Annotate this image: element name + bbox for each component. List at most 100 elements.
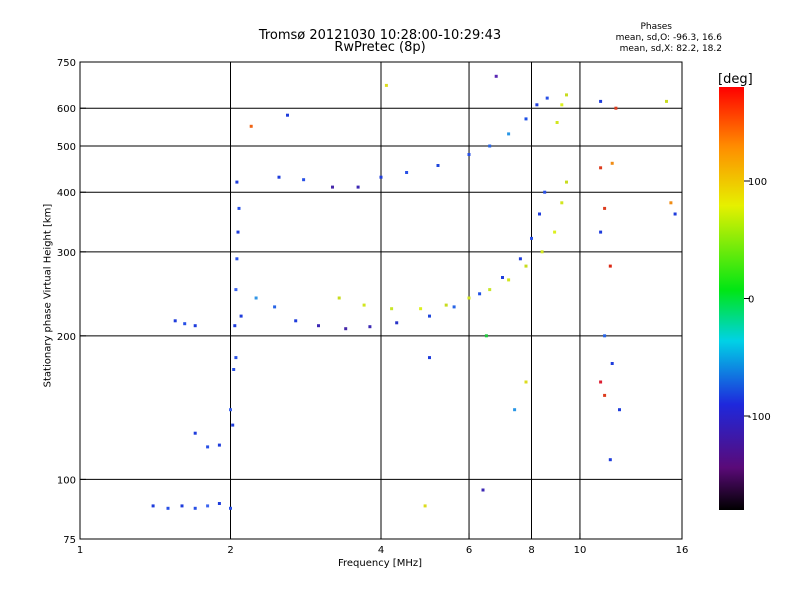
data-point-x-trace <box>390 307 394 311</box>
data-point-x-trace <box>488 288 492 292</box>
data-point-x-trace <box>565 180 568 184</box>
phase-stats: Phases mean, sd,O: -96.3, 16.6 mean, sd,… <box>616 22 722 55</box>
data-point-x-trace <box>362 303 366 307</box>
data-point-o-f2-upper <box>524 117 528 121</box>
colorbar-ticks: 100 0 -100 <box>744 177 771 423</box>
data-point-o-bottom <box>344 327 348 331</box>
phase-stats-x: mean, sd,X: 82.2, 18.2 <box>619 44 722 54</box>
data-point-o-bottom <box>217 443 221 447</box>
data-point-o-f2-upper <box>356 185 360 189</box>
data-point-o-cusp-2mhz <box>232 368 236 371</box>
y-tick-label: 400 <box>57 188 76 199</box>
data-point-scatter-noise <box>423 504 427 508</box>
data-point-scatter-noise <box>384 83 388 87</box>
data-point-scatter-noise <box>599 380 603 384</box>
data-point-scatter-noise <box>494 74 498 78</box>
data-point-scatter-noise <box>603 393 607 397</box>
data-point-o-bottom <box>273 305 277 309</box>
data-point-scatter-noise <box>603 206 607 210</box>
data-point-x-trace <box>467 296 471 300</box>
data-point-x-trace <box>524 264 528 268</box>
data-point-scatter-noise <box>249 124 253 128</box>
y-tick-label: 300 <box>57 248 76 259</box>
colorbar-tick-label: -100 <box>748 412 771 423</box>
data-point-o-cusp-2mhz <box>235 257 239 261</box>
data-point-scatter-noise <box>610 161 614 165</box>
colorbar-tick-label: 100 <box>748 177 767 188</box>
data-point-scatter-noise <box>599 99 603 103</box>
data-points <box>151 74 677 510</box>
data-point-o-f2-upper <box>302 178 306 182</box>
data-point-o-f2-upper <box>545 96 549 100</box>
data-point-x-trace <box>419 307 423 311</box>
data-point-o-bottom <box>239 314 243 318</box>
data-point-x-trace <box>507 278 511 282</box>
data-point-scatter-noise <box>610 362 614 365</box>
data-point-o-bottom <box>518 257 522 261</box>
data-point-low-echoes <box>166 506 170 510</box>
data-point-o-f2-upper <box>436 164 440 167</box>
data-point-scatter-noise <box>599 230 603 234</box>
data-point-o-bottom <box>294 319 298 323</box>
data-point-scatter-noise <box>481 488 485 492</box>
y-tick-label: 600 <box>57 104 76 115</box>
x-tick-label: 10 <box>574 545 587 556</box>
data-point-scatter-noise <box>428 356 431 360</box>
x-tick-label: 1 <box>77 545 83 556</box>
data-point-o-bottom <box>254 296 258 300</box>
colorbar <box>719 87 744 510</box>
data-point-x-trace <box>560 201 564 205</box>
data-point-scatter-noise <box>524 380 528 384</box>
data-point-o-cusp-2mhz <box>235 180 239 184</box>
data-point-scatter-noise <box>665 99 668 103</box>
data-point-low-echoes <box>217 502 221 505</box>
x-tick-label: 8 <box>528 545 534 556</box>
data-point-o-f2-upper <box>405 171 409 174</box>
data-point-scatter-noise <box>618 408 621 412</box>
data-point-scatter-noise <box>603 334 607 338</box>
phase-stats-heading: Phases <box>640 22 672 32</box>
data-point-scatter-noise <box>608 458 612 462</box>
data-point-e-layer <box>193 324 197 328</box>
x-tick-label: 4 <box>378 545 384 556</box>
data-point-x-trace <box>560 103 564 107</box>
data-point-scatter-noise <box>614 106 618 110</box>
data-point-o-cusp-2mhz <box>231 423 235 427</box>
x-axis-ticks: 1 2 4 6 8 10 16 <box>77 533 689 556</box>
data-point-o-bottom <box>478 292 482 296</box>
data-point-x-trace <box>444 303 448 307</box>
data-point-scatter-noise <box>608 264 612 268</box>
y-tick-label: 500 <box>57 142 76 153</box>
data-point-o-bottom <box>234 356 238 360</box>
data-point-o-cusp-2mhz <box>237 206 241 210</box>
data-point-o-bottom <box>428 314 431 318</box>
data-point-o-cusp-2mhz <box>236 230 240 234</box>
x-axis-label: Frequency [MHz] <box>337 558 423 569</box>
data-point-o-cusp-2mhz <box>233 324 237 328</box>
x-tick-label: 16 <box>676 545 689 556</box>
y-tick-label: 75 <box>63 535 76 546</box>
x-tick-label: 2 <box>227 545 233 556</box>
y-tick-label: 750 <box>57 58 76 69</box>
data-point-scatter-noise <box>669 201 673 205</box>
data-point-o-bottom <box>543 190 547 194</box>
chart-title: Tromsø 20121030 10:28:00-10:29:43 <box>258 28 502 43</box>
data-point-scatter-noise <box>673 212 677 216</box>
y-tick-label: 100 <box>57 475 76 486</box>
data-point-o-f2-upper <box>331 185 334 189</box>
data-point-o-bottom <box>538 212 541 216</box>
data-point-x-trace <box>337 296 341 300</box>
data-point-o-f2-upper <box>488 144 492 148</box>
data-point-scatter-noise <box>599 166 603 170</box>
x-tick-label: 6 <box>466 545 472 556</box>
data-point-scatter-noise <box>286 113 289 117</box>
colorbar-tick-label: 0 <box>748 295 754 306</box>
data-point-scatter-noise <box>513 408 517 412</box>
data-point-low-echoes <box>229 506 232 510</box>
data-point-o-f2-upper <box>467 153 471 156</box>
data-point-e-layer <box>173 319 177 323</box>
data-point-o-bottom <box>206 445 210 449</box>
data-point-o-bottom <box>317 324 320 328</box>
data-point-o-f2-upper <box>379 175 383 179</box>
data-point-o-bottom <box>395 321 399 325</box>
